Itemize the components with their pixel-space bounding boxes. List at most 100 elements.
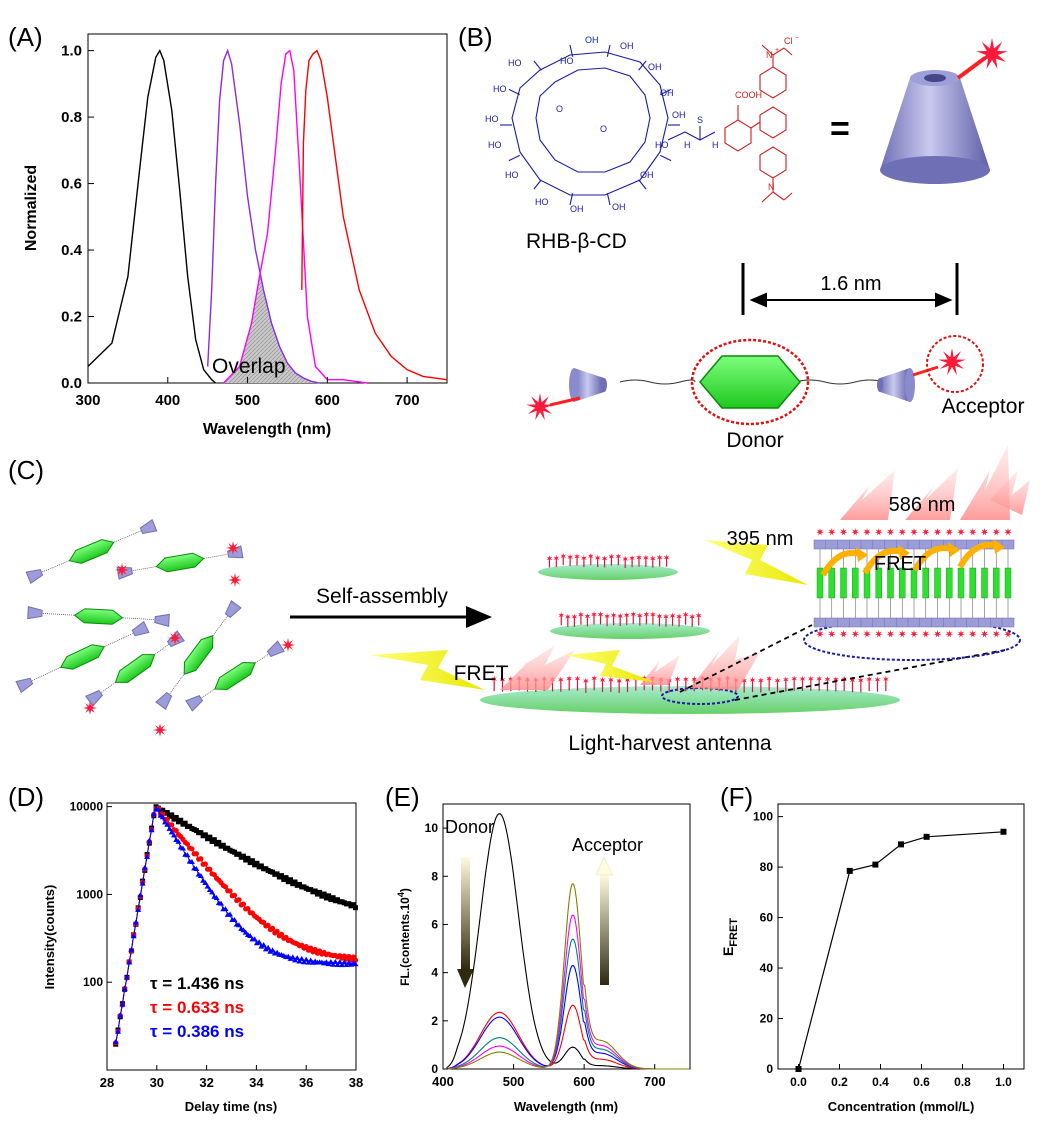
cone-icon — [131, 622, 149, 639]
f-xtick-label: 0.6 — [913, 1075, 930, 1089]
e-xtick-label: 600 — [573, 1074, 595, 1089]
e-ytick-label: 4 — [431, 966, 438, 980]
svg-text:COOH: COOH — [735, 90, 762, 100]
donor-acceptor-molecule — [526, 336, 983, 424]
f-xtick-label: 1.0 — [995, 1075, 1012, 1089]
panel-f-xlabel: Concentration (mmol/L) — [828, 1099, 975, 1114]
a-xtick-label: 600 — [315, 392, 340, 409]
d-xtick-label: 36 — [299, 1075, 313, 1090]
panel-d-ylabel: Intensity(counts) — [42, 885, 57, 990]
distance-arrow — [752, 294, 950, 306]
cone-icon — [26, 567, 44, 583]
svg-text:HO: HO — [560, 56, 574, 66]
excitation-bolt-middle — [565, 650, 655, 682]
svg-text:OH: OH — [612, 202, 626, 212]
acceptor-label: Acceptor — [942, 395, 1025, 418]
efret-line — [799, 832, 1004, 1069]
panel-a-spectra: 300 400 500 600 7000.00.20.40.60.81.0 Overla… — [23, 34, 447, 438]
svg-text:−: − — [795, 35, 799, 42]
svg-text:OH: OH — [570, 204, 584, 214]
svg-text:OH: OH — [648, 62, 662, 72]
panel-d-decay: 28 30 32 34 36 38 100 1000 10000 τ = 1.436 ns τ … — [42, 800, 363, 1114]
donor-hexagon-icon — [700, 356, 800, 408]
fl-spectrum-5 — [447, 915, 690, 1069]
cone-icon — [155, 614, 170, 627]
acceptor-spectrum-label: Acceptor — [572, 835, 643, 855]
e-ytick-label: 8 — [431, 869, 438, 883]
rhb-cd-cone-icon — [880, 38, 1008, 184]
self-assembly-label: Self-assembly — [316, 585, 448, 608]
self-assembly-arrow — [290, 606, 492, 628]
d-xtick-label: 34 — [249, 1075, 264, 1090]
svg-text:HO: HO — [505, 170, 519, 180]
d-ytick-label: 100 — [83, 975, 103, 989]
free-molecule — [26, 520, 157, 583]
e-xtick-label: 400 — [432, 1074, 454, 1089]
svg-text:O: O — [556, 104, 563, 114]
a-ytick-label: 0.2 — [61, 309, 82, 326]
panel-b-structure: OH OH HO HO OH HO OH HO OH HO HO HO OH H… — [485, 35, 1024, 452]
panel-e-xlabel: Wavelength (nm) — [514, 1099, 618, 1114]
a-ytick-label: 1.0 — [61, 43, 82, 60]
distance-label: 1.6 nm — [820, 273, 881, 295]
d-xtick-label: 28 — [100, 1075, 114, 1090]
rhodamine-labels: COOH N + Cl − N — [735, 35, 799, 192]
thiourea-linker — [668, 126, 715, 140]
cone-icon — [156, 691, 174, 709]
a-ytick-label: 0.0 — [61, 375, 82, 392]
acceptor-arrow-icon — [600, 875, 609, 985]
d-xtick-label: 32 — [199, 1075, 213, 1090]
spectrum-line-4 — [302, 51, 447, 380]
spectrum-line-1 — [88, 51, 216, 383]
panel-a-ylabel: Normalized — [23, 165, 40, 251]
svg-text:OH: OH — [672, 110, 686, 120]
efret-point — [1001, 829, 1007, 835]
cone-icon — [266, 641, 284, 659]
f-xtick-label: 0.2 — [831, 1075, 848, 1089]
fl-spectrum-6 — [447, 884, 690, 1069]
fret-top-label: FRET — [874, 553, 926, 575]
svg-text:HO: HO — [655, 140, 669, 150]
svg-text:H: H — [684, 140, 691, 150]
svg-text:OH: OH — [660, 88, 674, 98]
efret-point — [872, 862, 878, 868]
f-ytick-label: 80 — [760, 860, 774, 874]
cone-icon — [86, 688, 104, 706]
emission-flames — [500, 635, 760, 690]
d-ytick-label: 1000 — [76, 887, 103, 901]
a-xtick-label: 400 — [155, 392, 180, 409]
cone-icon — [139, 520, 157, 536]
efret-point — [847, 868, 853, 874]
rhodamine-star-icon — [976, 38, 1008, 69]
svg-text:N: N — [766, 50, 773, 60]
excitation-label: 395 nm — [727, 528, 794, 550]
svg-text:EFRET: EFRET — [720, 918, 740, 956]
a-ytick-label: 0.8 — [61, 109, 82, 126]
e-xtick-label: 500 — [503, 1074, 525, 1089]
f-ytick-label: 60 — [760, 911, 774, 925]
fret-left-label: FRET — [454, 662, 509, 685]
svg-text:O: O — [600, 124, 607, 134]
donor-hexagon-icon — [211, 657, 259, 695]
a-ytick-label: 0.4 — [61, 242, 83, 259]
small-disc-2 — [550, 611, 710, 639]
a-xtick-label: 500 — [235, 392, 260, 409]
donor-hexagon-icon — [58, 640, 107, 673]
f-ytick-label: 40 — [760, 961, 774, 975]
f-xtick-label: 0.8 — [954, 1075, 971, 1089]
fl-spectrum-2 — [447, 1005, 690, 1069]
free-molecules — [16, 520, 295, 737]
e-ytick-label: 10 — [425, 821, 439, 835]
panel-e-frame — [443, 804, 690, 1069]
svg-text:FL.(contents.104): FL.(contents.104) — [396, 888, 412, 986]
free-molecule — [28, 607, 170, 627]
cone-icon — [16, 676, 34, 693]
spectrum-line-3 — [224, 51, 368, 383]
cyclodextrin-labels: OH OH HO HO OH HO OH HO OH HO HO HO OH H… — [485, 35, 686, 214]
svg-text:N: N — [768, 182, 775, 192]
rhodamine-star-icon — [228, 573, 242, 587]
svg-text:HO: HO — [488, 140, 502, 150]
emission-label: 586 nm — [889, 494, 956, 516]
f-xtick-label: 0.0 — [790, 1075, 807, 1089]
e-ytick-label: 6 — [431, 917, 438, 931]
